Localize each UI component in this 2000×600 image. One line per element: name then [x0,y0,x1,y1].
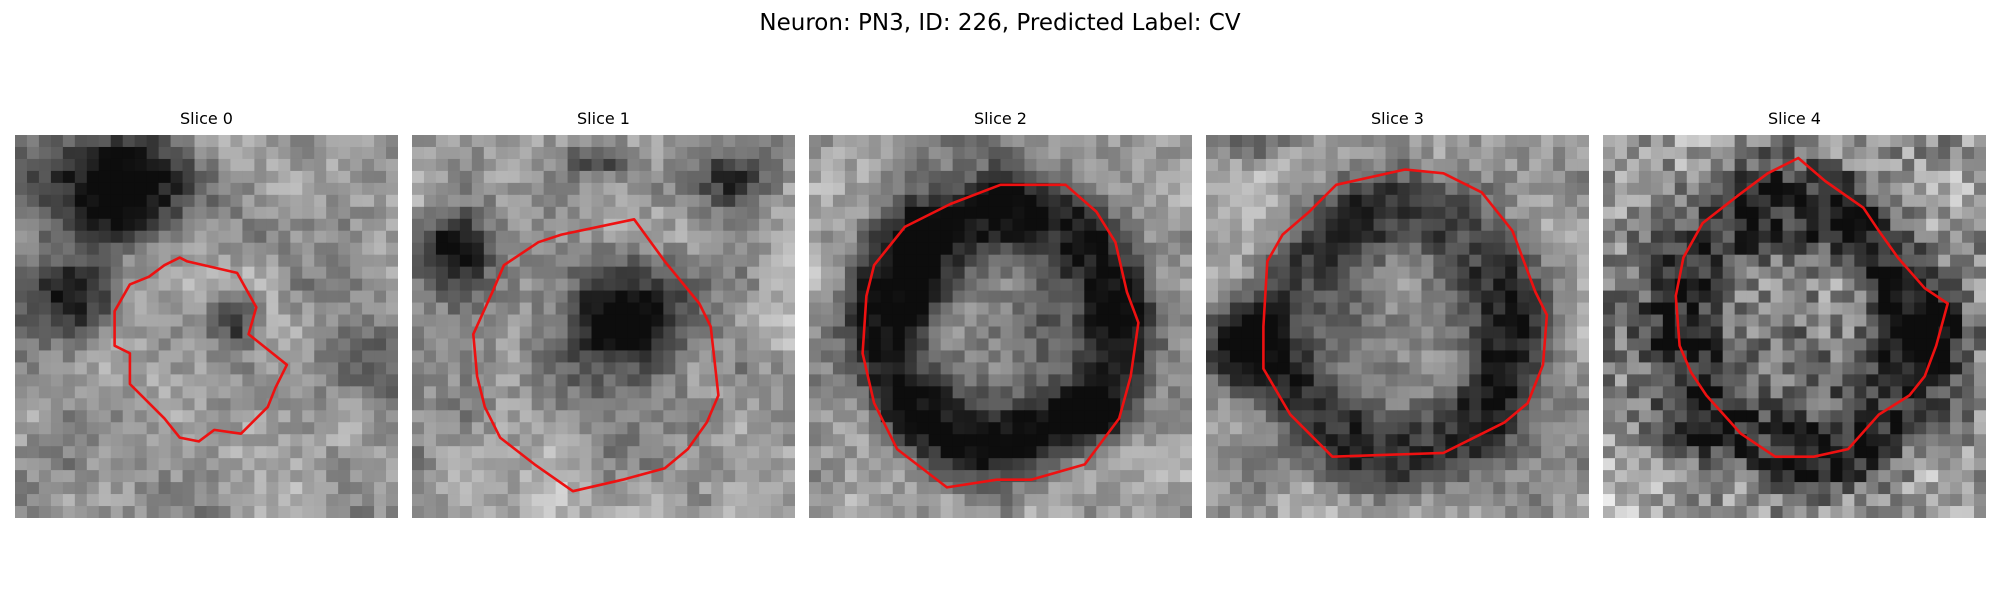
slice-image-3 [1206,135,1589,518]
slice-title: Slice 1 [577,109,630,128]
slice-title: Slice 0 [180,109,233,128]
slice-image-1 [412,135,795,518]
slice-panel-2: Slice 2 [809,108,1192,518]
segmentation-outline [861,183,1140,489]
segmentation-outline [113,256,289,443]
segmentation-outline [1674,156,1950,459]
slice-panel-1: Slice 1 [412,108,795,518]
slice-image-2 [809,135,1192,518]
slice-panel-3: Slice 3 [1206,108,1589,518]
slice-title: Slice 3 [1371,109,1424,128]
slice-title: Slice 2 [974,109,1027,128]
slice-title: Slice 4 [1768,109,1821,128]
slice-panel-4: Slice 4 [1603,108,1986,518]
slice-image-4 [1603,135,1986,518]
segmentation-outline [1262,168,1549,459]
segmentation-outline [471,218,720,493]
figure-title: Neuron: PN3, ID: 226, Predicted Label: C… [759,10,1241,36]
slice-panel-0: Slice 0 [15,108,398,518]
slice-image-0 [15,135,398,518]
